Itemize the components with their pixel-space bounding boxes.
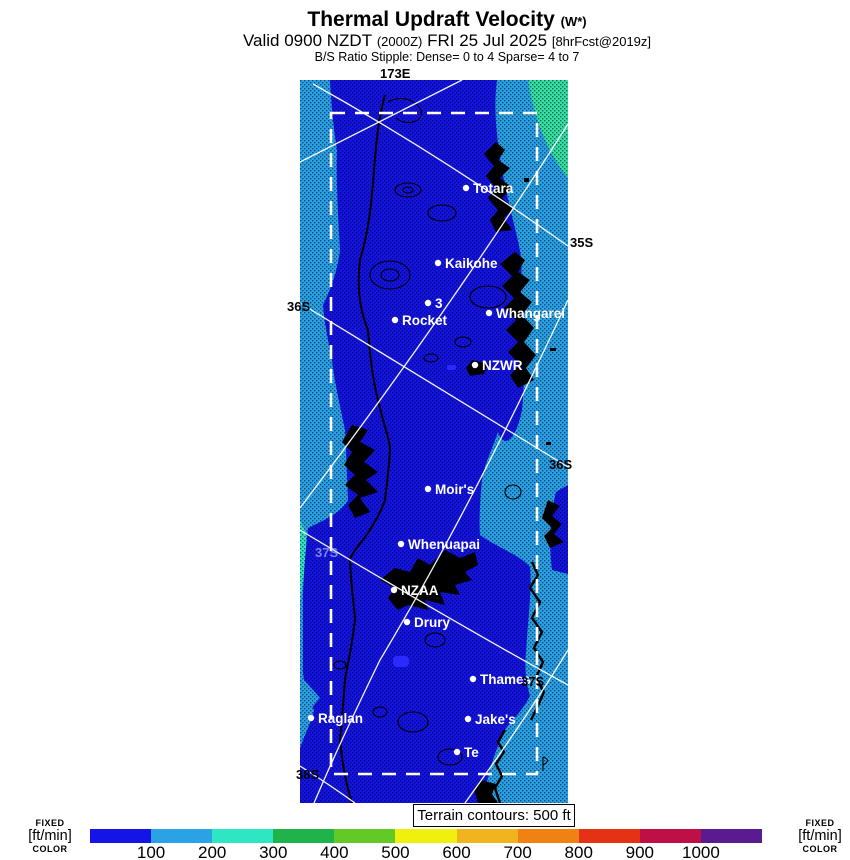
terrain-contour-legend: Terrain contours: 500 ft bbox=[413, 804, 575, 827]
colorbar-segment bbox=[395, 829, 457, 843]
colorbar-segments bbox=[90, 829, 763, 843]
site-label: Moir's bbox=[435, 482, 474, 497]
site-marker: Thames bbox=[469, 672, 531, 687]
colorbar-tick: 600 bbox=[442, 843, 471, 860]
grid-label-35s: 35S bbox=[570, 235, 594, 250]
site-marker: Te bbox=[453, 745, 479, 760]
site-label: Thames bbox=[480, 672, 531, 687]
colorbar-tick: 900 bbox=[625, 843, 654, 860]
forecast-map[interactable]: Totara Kaikohe 3 Rocket Whangarei NZWR M… bbox=[300, 80, 568, 803]
bright-patch bbox=[447, 365, 456, 370]
site-label: Whangarei bbox=[496, 306, 565, 321]
colorbar-tick: 100 bbox=[136, 843, 166, 860]
colorbar-segment bbox=[456, 829, 518, 843]
units-label: [ft/min] bbox=[28, 828, 72, 844]
colorbar-tick: 500 bbox=[381, 843, 410, 860]
terrain-contours bbox=[333, 97, 549, 771]
colorbar-segment bbox=[334, 829, 396, 843]
site-marker: Drury bbox=[403, 615, 451, 630]
colorbar-tick: 1000 bbox=[681, 843, 720, 860]
colorbar-tick: 200 bbox=[197, 843, 227, 860]
page-title: Thermal Updraft Velocity (W*) bbox=[44, 8, 850, 32]
site-label: Jake's bbox=[475, 712, 516, 727]
colorbar-units-left: FIXED [ft/min] COLOR bbox=[18, 819, 82, 854]
colorbar-segment bbox=[90, 829, 152, 843]
valid-forecast-tag: [8hrFcst@2019z] bbox=[551, 34, 652, 49]
site-label: Drury bbox=[414, 615, 451, 630]
colorbar-tick: 800 bbox=[564, 843, 593, 860]
site-label: Rocket bbox=[402, 313, 448, 328]
colorbar-segment bbox=[273, 829, 335, 843]
valid-zulu: (2000Z) bbox=[376, 34, 423, 49]
fixed-label: FIXED bbox=[805, 818, 835, 828]
grid-label-36s-east: 36S bbox=[549, 457, 573, 472]
title-text: Thermal Updraft Velocity bbox=[307, 8, 555, 31]
site-marker: Raglan bbox=[307, 711, 363, 726]
colorbar-tick: 300 bbox=[259, 843, 288, 860]
valid-prefix: Valid 0900 NZDT bbox=[242, 31, 373, 50]
coastline bbox=[338, 94, 564, 803]
site-label: NZWR bbox=[482, 358, 523, 373]
site-marker: NZAA bbox=[390, 583, 439, 598]
colorbar-segment bbox=[578, 829, 640, 843]
grid-label-36s-west: 36S bbox=[287, 299, 311, 314]
color-label: COLOR bbox=[32, 843, 68, 854]
site-label: NZAA bbox=[401, 583, 439, 598]
bs-ratio-stipple bbox=[300, 80, 568, 803]
colorbar-segment bbox=[212, 829, 274, 843]
colorbar-segment bbox=[639, 829, 701, 843]
site-marker: NZWR bbox=[471, 358, 523, 373]
title-suffix: (W*) bbox=[560, 14, 587, 29]
units-label: [ft/min] bbox=[798, 828, 842, 844]
site-marker: Whenuapai bbox=[397, 537, 480, 552]
colorbar-segment bbox=[517, 829, 579, 843]
site-markers: Totara Kaikohe 3 Rocket Whangarei NZWR M… bbox=[307, 181, 565, 760]
site-marker: Rocket bbox=[391, 313, 448, 328]
site-marker: Moir's bbox=[424, 482, 474, 497]
site-marker: Kaikohe bbox=[434, 256, 498, 271]
grid-label-37s-west: 37S bbox=[315, 545, 339, 560]
site-marker: Totara bbox=[462, 181, 514, 196]
color-label: COLOR bbox=[802, 843, 838, 854]
bright-patch bbox=[393, 656, 409, 667]
site-label: Totara bbox=[473, 181, 514, 196]
site-label: Whenuapai bbox=[408, 537, 480, 552]
valid-date: FRI 25 Jul 2025 bbox=[427, 31, 548, 50]
stipple-legend-line: B/S Ratio Stipple: Dense= 0 to 4 Sparse=… bbox=[314, 50, 580, 64]
site-marker: 3 bbox=[424, 296, 443, 311]
grid-label-38s: 38S bbox=[296, 767, 320, 782]
site-label: Te bbox=[464, 745, 479, 760]
grid-label-173e: 173E bbox=[380, 66, 411, 81]
colorbar-segment bbox=[700, 829, 763, 843]
colorbar-units-right: FIXED [ft/min] COLOR bbox=[788, 819, 850, 854]
site-label: Raglan bbox=[318, 711, 363, 726]
colorbar-segment bbox=[151, 829, 213, 843]
colorbar-tick: 400 bbox=[320, 843, 349, 860]
site-label: Kaikohe bbox=[445, 256, 498, 271]
site-marker: Whangarei bbox=[485, 306, 565, 321]
domain-boundary bbox=[329, 111, 539, 776]
latlon-grid bbox=[300, 80, 568, 803]
site-marker: Jake's bbox=[464, 712, 516, 727]
colorbar-tick: 700 bbox=[503, 843, 532, 860]
site-label: 3 bbox=[435, 296, 443, 311]
grid-label-37s-east: 37S bbox=[521, 674, 545, 689]
valid-line: Valid 0900 NZDT (2000Z) FRI 25 Jul 2025 … bbox=[44, 31, 850, 51]
fixed-label: FIXED bbox=[35, 818, 65, 828]
